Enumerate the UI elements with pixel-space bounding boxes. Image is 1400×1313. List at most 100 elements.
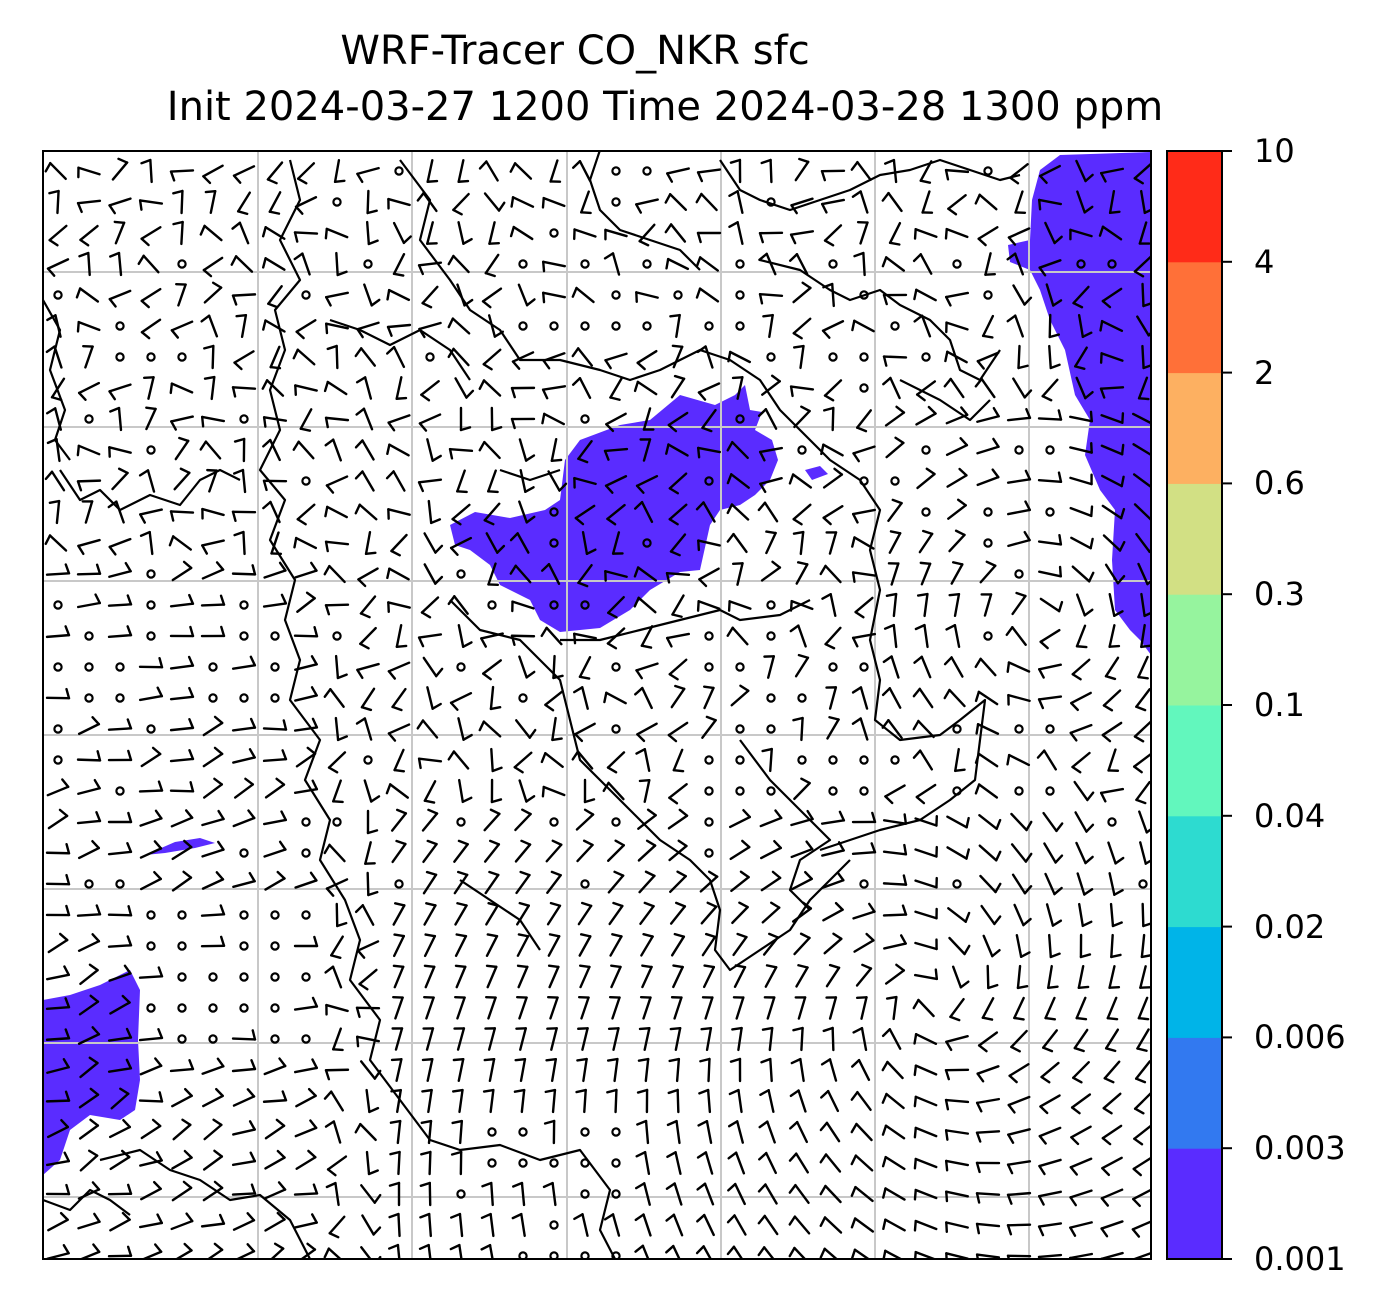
wind-barb <box>324 416 350 429</box>
wind-barb <box>571 750 594 770</box>
calm-wind-circle <box>859 476 869 486</box>
wind-barb <box>981 314 995 339</box>
wind-barb <box>487 314 505 338</box>
wind-barb <box>913 655 932 679</box>
wind-barb <box>449 1243 463 1259</box>
wind-barb <box>269 345 282 370</box>
calm-wind-circle <box>1076 259 1086 269</box>
wind-barb <box>1102 1092 1122 1115</box>
wind-barb <box>665 1213 684 1237</box>
wind-barb <box>172 189 184 215</box>
wind-barb <box>855 963 873 987</box>
wind-barb <box>77 778 101 795</box>
wind-barb <box>1006 753 1031 767</box>
wind-barb <box>604 352 628 370</box>
wind-barb <box>204 190 217 214</box>
wind-barb <box>546 1027 558 1051</box>
wind-barb <box>45 1090 71 1103</box>
wind-barb <box>1069 723 1093 742</box>
wind-barb <box>1102 534 1126 552</box>
wind-barb <box>140 870 162 891</box>
wind-barb <box>1077 965 1090 989</box>
calm-wind-circle <box>301 848 311 858</box>
wind-barb <box>1099 352 1124 364</box>
calm-wind-circle <box>239 972 249 982</box>
wind-barb <box>324 1068 350 1081</box>
wind-barb <box>731 562 744 586</box>
wind-barb <box>421 1058 434 1082</box>
wind-barb <box>262 319 286 333</box>
calm-wind-circle <box>580 600 590 610</box>
wind-barb <box>881 256 905 272</box>
wind-barb <box>46 1118 70 1139</box>
wind-barb <box>819 1121 841 1143</box>
wind-barb <box>882 655 900 679</box>
wind-barb <box>45 345 63 369</box>
wind-barb <box>758 252 777 276</box>
wind-barb <box>77 166 101 179</box>
calm-wind-circle <box>146 941 156 951</box>
wind-barb <box>850 1248 871 1259</box>
wind-barb <box>851 536 875 550</box>
wind-barb <box>1044 996 1057 1021</box>
wind-barb <box>915 783 937 805</box>
calm-wind-circle <box>177 972 187 982</box>
wind-barb <box>325 878 349 897</box>
wind-barb <box>914 623 929 649</box>
wind-barb <box>422 870 438 895</box>
wind-barb <box>976 1065 1000 1083</box>
wind-barb <box>882 355 908 367</box>
wind-barb <box>77 1181 101 1200</box>
wind-barb <box>948 592 961 618</box>
wind-barb <box>295 746 317 768</box>
wind-barb <box>293 536 318 550</box>
calm-wind-circle <box>1014 445 1024 455</box>
wind-barb <box>635 1182 651 1206</box>
wind-barb <box>138 656 164 669</box>
calm-wind-circle <box>735 724 745 734</box>
calm-wind-circle <box>549 228 559 238</box>
wind-barb <box>79 963 99 986</box>
wind-barb <box>264 870 286 891</box>
wind-barb <box>480 1212 495 1238</box>
wind-barb <box>976 468 1000 487</box>
wind-barb <box>1006 1160 1032 1175</box>
wind-barb <box>913 314 932 338</box>
wind-barb <box>385 783 409 799</box>
wind-barb <box>358 968 378 991</box>
wind-barb <box>1137 655 1149 680</box>
wind-barb <box>510 196 535 208</box>
calm-wind-circle <box>704 817 714 827</box>
wind-barb <box>421 285 439 309</box>
calm-wind-circle <box>518 321 528 331</box>
wind-barb <box>79 1149 99 1172</box>
wind-barb <box>701 932 717 957</box>
wind-barb <box>169 625 195 638</box>
wind-barb <box>695 287 720 303</box>
wind-barb <box>982 934 1001 958</box>
calm-wind-circle <box>704 786 714 796</box>
wind-barb <box>789 385 815 398</box>
wind-barb <box>1012 284 1033 306</box>
wind-barb <box>885 592 898 618</box>
wind-barb <box>1074 346 1088 371</box>
wind-barb <box>730 684 750 707</box>
wind-barb <box>454 964 467 989</box>
wind-barb <box>639 901 655 926</box>
colorbar-segment <box>1167 483 1222 595</box>
wind-barb <box>728 190 744 214</box>
wind-barb <box>46 965 70 981</box>
wind-barb <box>888 221 902 246</box>
calm-wind-circle <box>611 166 621 176</box>
wind-barb <box>423 563 444 585</box>
wind-barb <box>264 1118 286 1140</box>
wind-barb <box>606 1088 618 1114</box>
wind-barb <box>1136 315 1151 337</box>
wind-barb <box>577 563 593 588</box>
wind-barb <box>541 385 567 400</box>
calm-wind-circle <box>270 1003 280 1013</box>
calm-wind-circle <box>518 1158 528 1168</box>
calm-wind-circle <box>487 1127 497 1137</box>
wind-barb <box>855 996 868 1020</box>
calm-wind-circle <box>1107 817 1117 827</box>
